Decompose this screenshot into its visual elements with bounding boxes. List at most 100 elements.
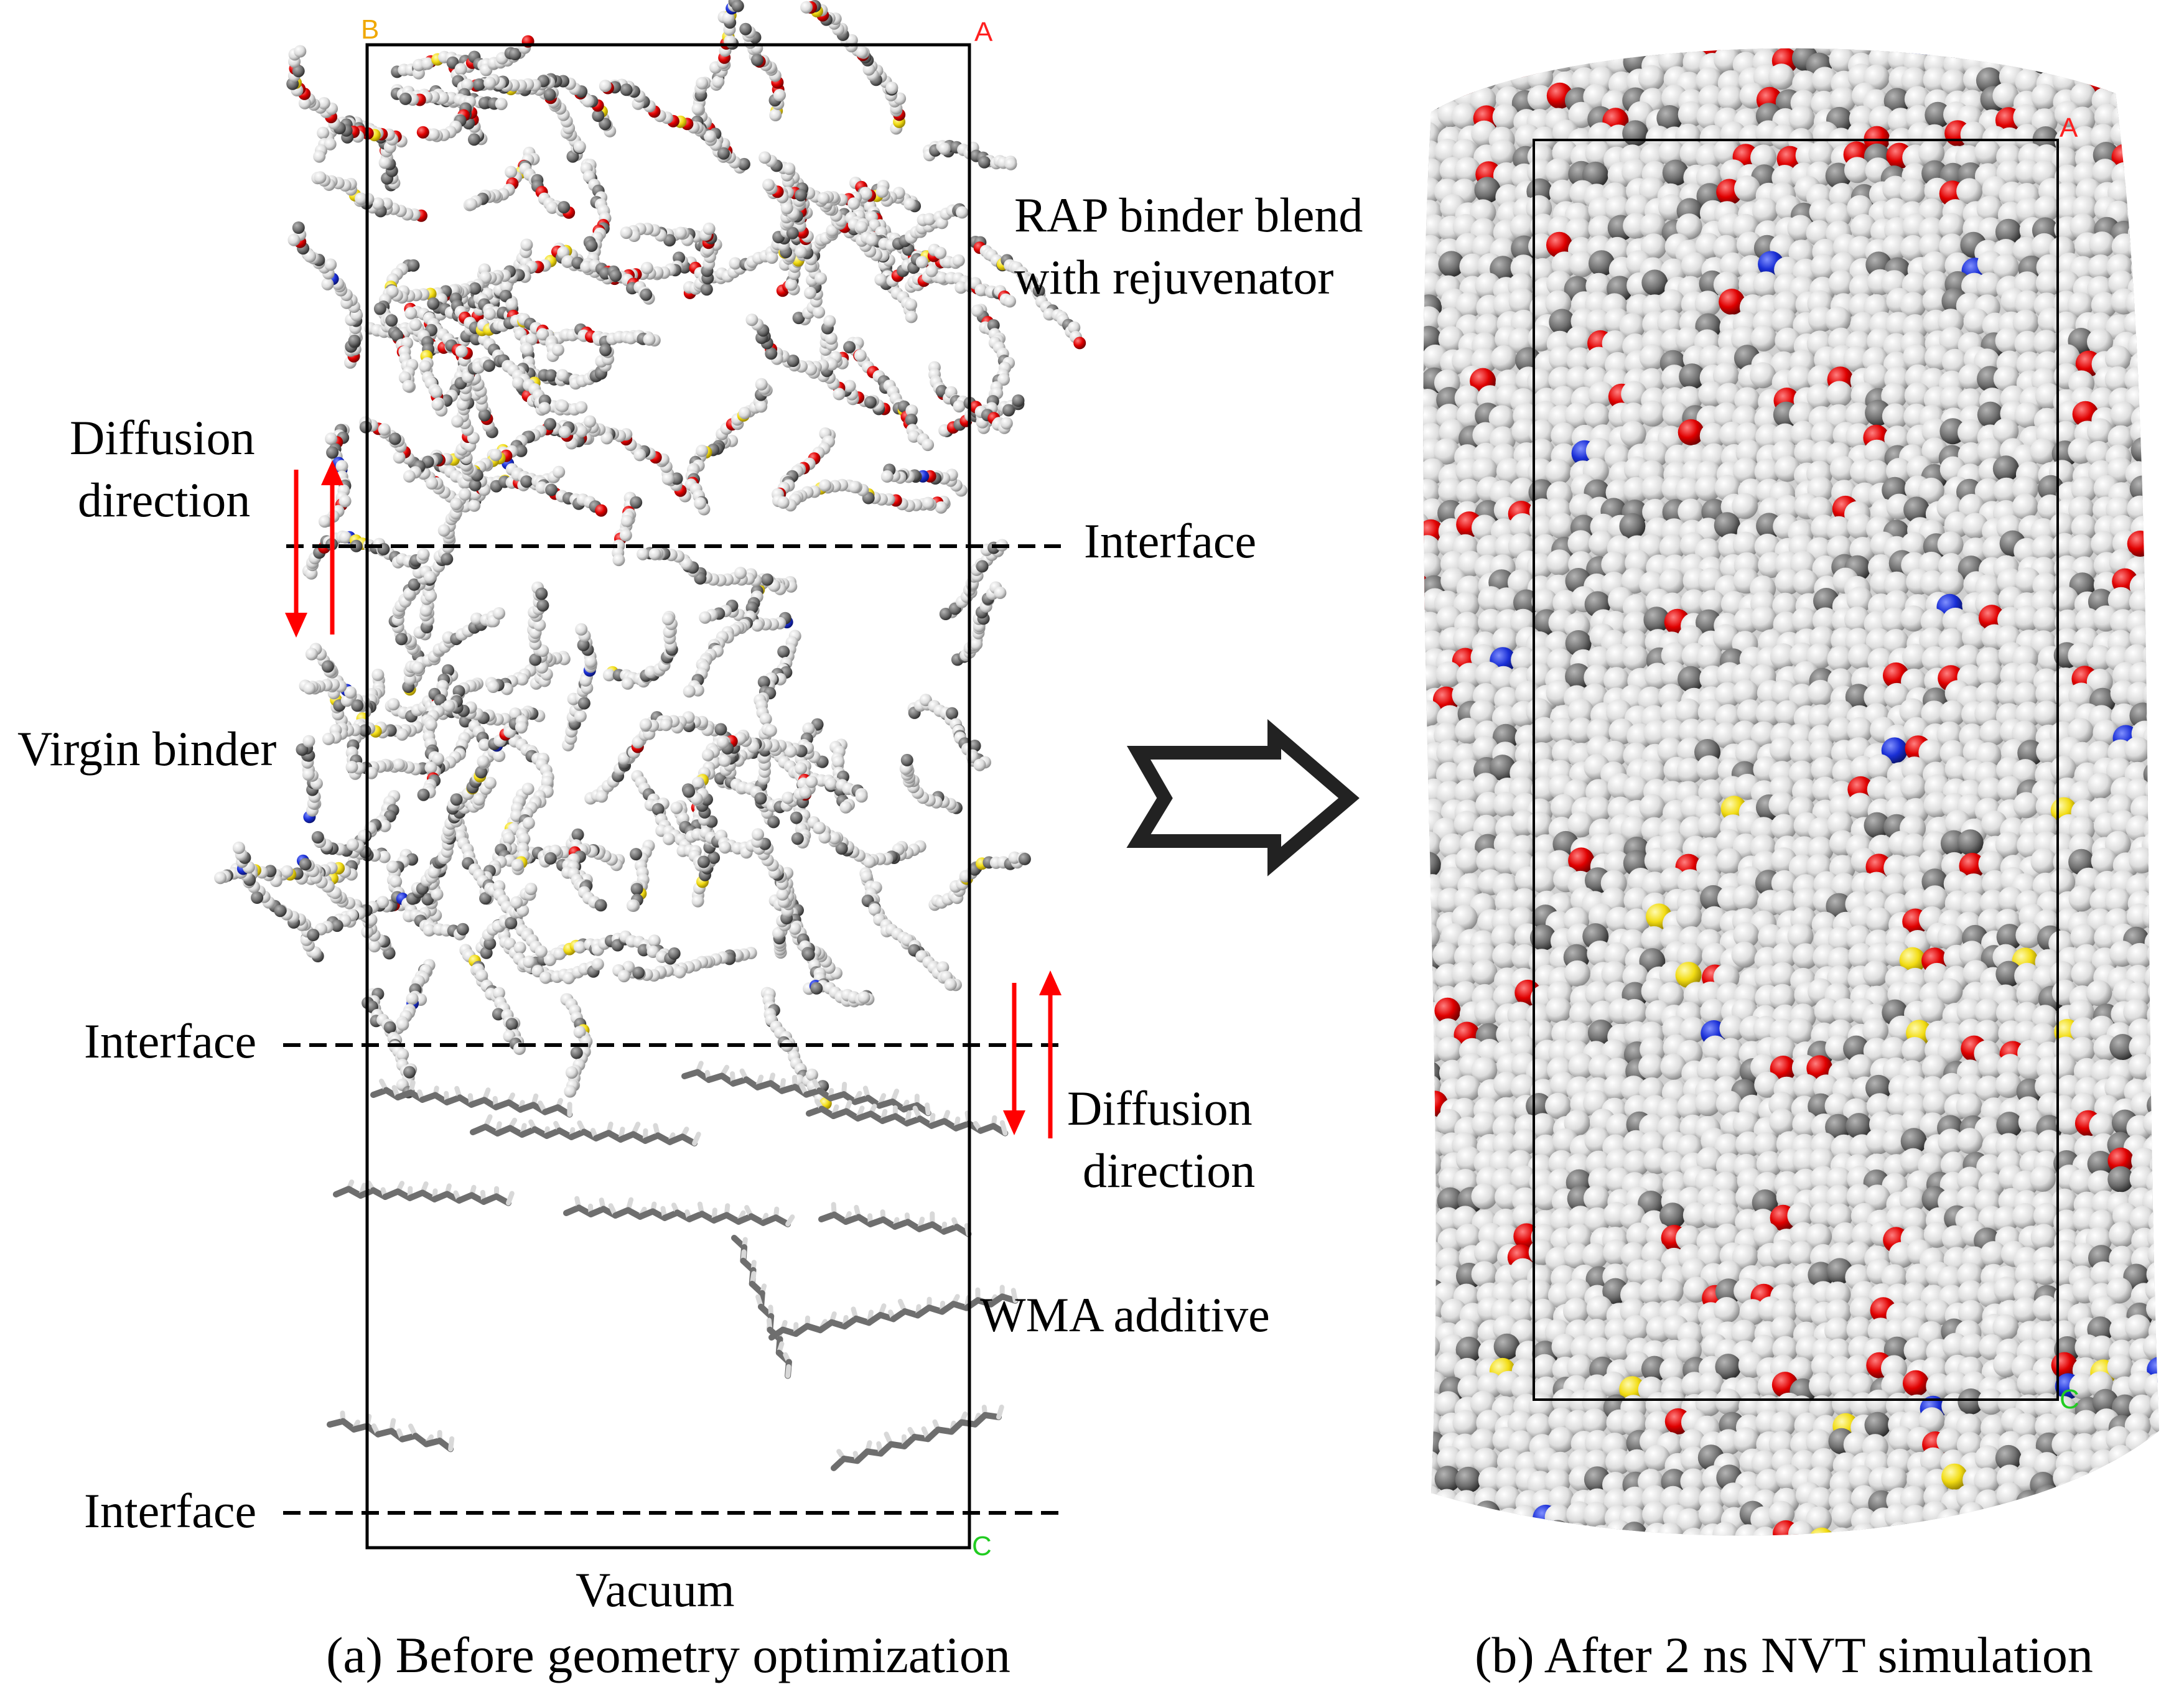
carbon-atom [292,221,305,234]
hydrogen-atom [799,786,812,799]
hydrogen-atom [582,95,594,108]
carbon-atom [1002,404,1015,417]
carbon-atom [478,409,491,422]
carbon-atom [1923,48,1949,53]
hydrogen-atom [1768,63,1794,90]
hydrogen-atom [2014,330,2041,357]
hydrogen-atom [1588,215,1615,242]
oxygen-atom [416,126,429,139]
hydrogen-atom [1754,458,1781,485]
hydrogen-atom [1549,179,1575,206]
oxygen-atom [595,504,608,517]
carbon-atom [1641,269,1668,296]
hydrogen-atom [600,432,614,445]
panel-a-caption: (a) Before geometry optimization [326,1627,1010,1683]
wma-molecule [831,1405,1004,1471]
hydrogen-atom [1806,383,1833,410]
hydrogen-atom [639,718,652,731]
hydrogen-atom [459,488,472,501]
hydrogen-atom [2147,67,2159,94]
hydrogen-atom [411,661,424,674]
hydrogen-atom [1847,48,1874,58]
hydrogen-atom [823,315,836,328]
hydrogen-atom [953,400,966,413]
hydrogen-atom [1678,498,1704,525]
hydrogen-atom [556,369,569,382]
hydrogen-atom [1659,568,1686,595]
hydrogen-atom [1423,253,1445,279]
hydrogen-atom [483,776,497,789]
hydrogen-atom [483,307,496,320]
carbon-atom [1943,48,1970,59]
hydrogen-atom [574,710,587,723]
hydrogen-atom [2142,269,2159,295]
hydrogen-atom [325,432,338,445]
carbon-atom [843,341,856,354]
hydrogen-atom [317,126,330,139]
hydrogen-atom [378,819,391,832]
hydrogen-atom [903,198,917,211]
carbon-atom [1656,105,1683,131]
carbon-atom [571,828,584,841]
carbon-atom [795,188,808,202]
hydrogen-atom [1639,400,1666,427]
hydrogen-atom [2053,344,2080,371]
hydrogen-atom [612,554,625,567]
hydrogen-atom [451,415,464,428]
hydrogen-atom [880,470,894,483]
hydrogen-atom [1658,139,1685,166]
hydrogen-atom [804,286,816,299]
hydrogen-atom [2105,48,2132,59]
hydrogen-atom [1681,252,1707,279]
hydrogen-atom [1639,344,1666,371]
hydrogen-atom [516,673,529,686]
hydrogen-atom [1552,48,1579,53]
hydrogen-atom [944,978,957,991]
carbon-atom [570,1046,583,1059]
carbon-atom [544,852,557,865]
hydrogen-atom [575,623,588,636]
hydrogen-atom [1995,327,2022,354]
hydrogen-atom [454,63,467,76]
hydrogen-atom [1456,402,1483,429]
carbon-atom [536,599,549,612]
hydrogen-atom [378,850,391,863]
hydrogen-atom [371,197,385,210]
hydrogen-atom [1681,589,1707,616]
hydrogen-atom [2052,586,2079,613]
hydrogen-atom [1423,311,1426,338]
hydrogen-atom [417,548,430,561]
hydrogen-atom [674,226,687,239]
hydrogen-atom [905,404,918,417]
carbon-atom [1995,218,2022,245]
hydrogen-atom [1881,383,1908,409]
hydrogen-atom [436,91,449,105]
hydrogen-atom [785,278,798,291]
hydrogen-atom [696,444,709,457]
carbon-atom [407,259,420,272]
hydrogen-atom [1732,493,1758,519]
hydrogen-atom [1974,478,2001,504]
carbon-atom [1589,250,1615,277]
wma-additive-label: WMA additive [980,1288,1270,1342]
hydrogen-atom [1510,214,1536,240]
hydrogen-atom [475,969,488,982]
wma-molecule [333,1179,515,1206]
hydrogen-atom [1792,70,1819,97]
carbon-atom [417,788,430,801]
hydrogen-atom [712,75,725,88]
carbon-atom [777,645,790,658]
hydrogen-atom [2071,476,2098,503]
hydrogen-atom [424,761,437,774]
hydrogen-atom [1992,418,2019,445]
hydrogen-atom [376,896,390,909]
carbon-atom [1992,455,2019,482]
hydrogen-atom [470,612,483,625]
carbon-atom [630,496,643,509]
hydrogen-atom [602,669,615,682]
hydrogen-atom [862,63,875,76]
carbon-atom [326,446,339,459]
hydrogen-atom [1509,513,1536,539]
hydrogen-atom [1588,381,1615,408]
